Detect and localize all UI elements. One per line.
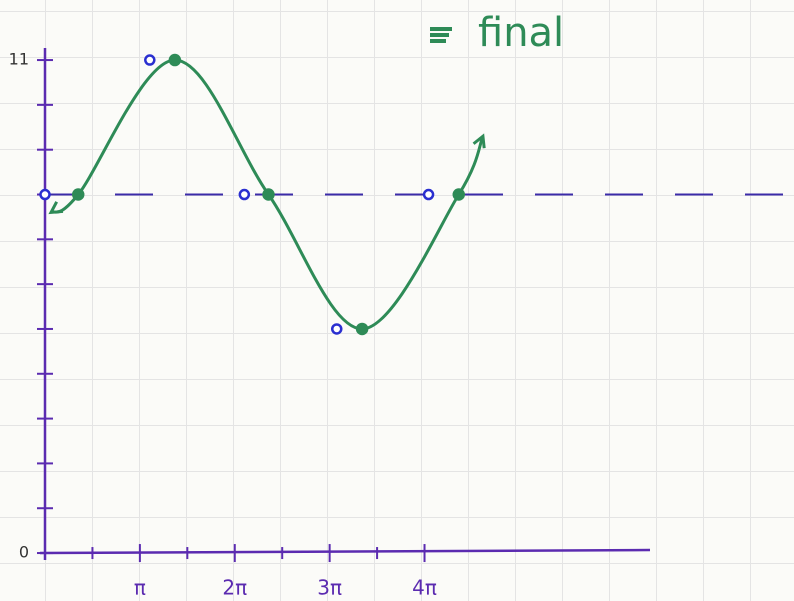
point — [332, 324, 341, 333]
point — [454, 190, 464, 200]
point — [263, 190, 273, 200]
x-tick-label: 2π — [222, 576, 247, 600]
point — [170, 55, 180, 65]
x-tick-label: 4π — [412, 576, 437, 600]
y-tick-label: 11 — [9, 50, 29, 69]
point — [240, 190, 249, 199]
point — [73, 190, 83, 200]
point — [357, 324, 367, 334]
y-tick-label: 0 — [19, 543, 29, 562]
chart: 0 11 π 2π 3π 4π final — [0, 0, 794, 601]
legend-label: final — [478, 10, 564, 56]
arrowhead — [51, 202, 63, 213]
x-tick-label: π — [134, 576, 146, 600]
point — [424, 190, 433, 199]
point — [41, 190, 50, 199]
x-tick-label: 3π — [317, 576, 342, 600]
x-axis — [40, 550, 650, 553]
point — [145, 56, 154, 65]
graph-paper: 0 11 π 2π 3π 4π final — [0, 0, 794, 601]
